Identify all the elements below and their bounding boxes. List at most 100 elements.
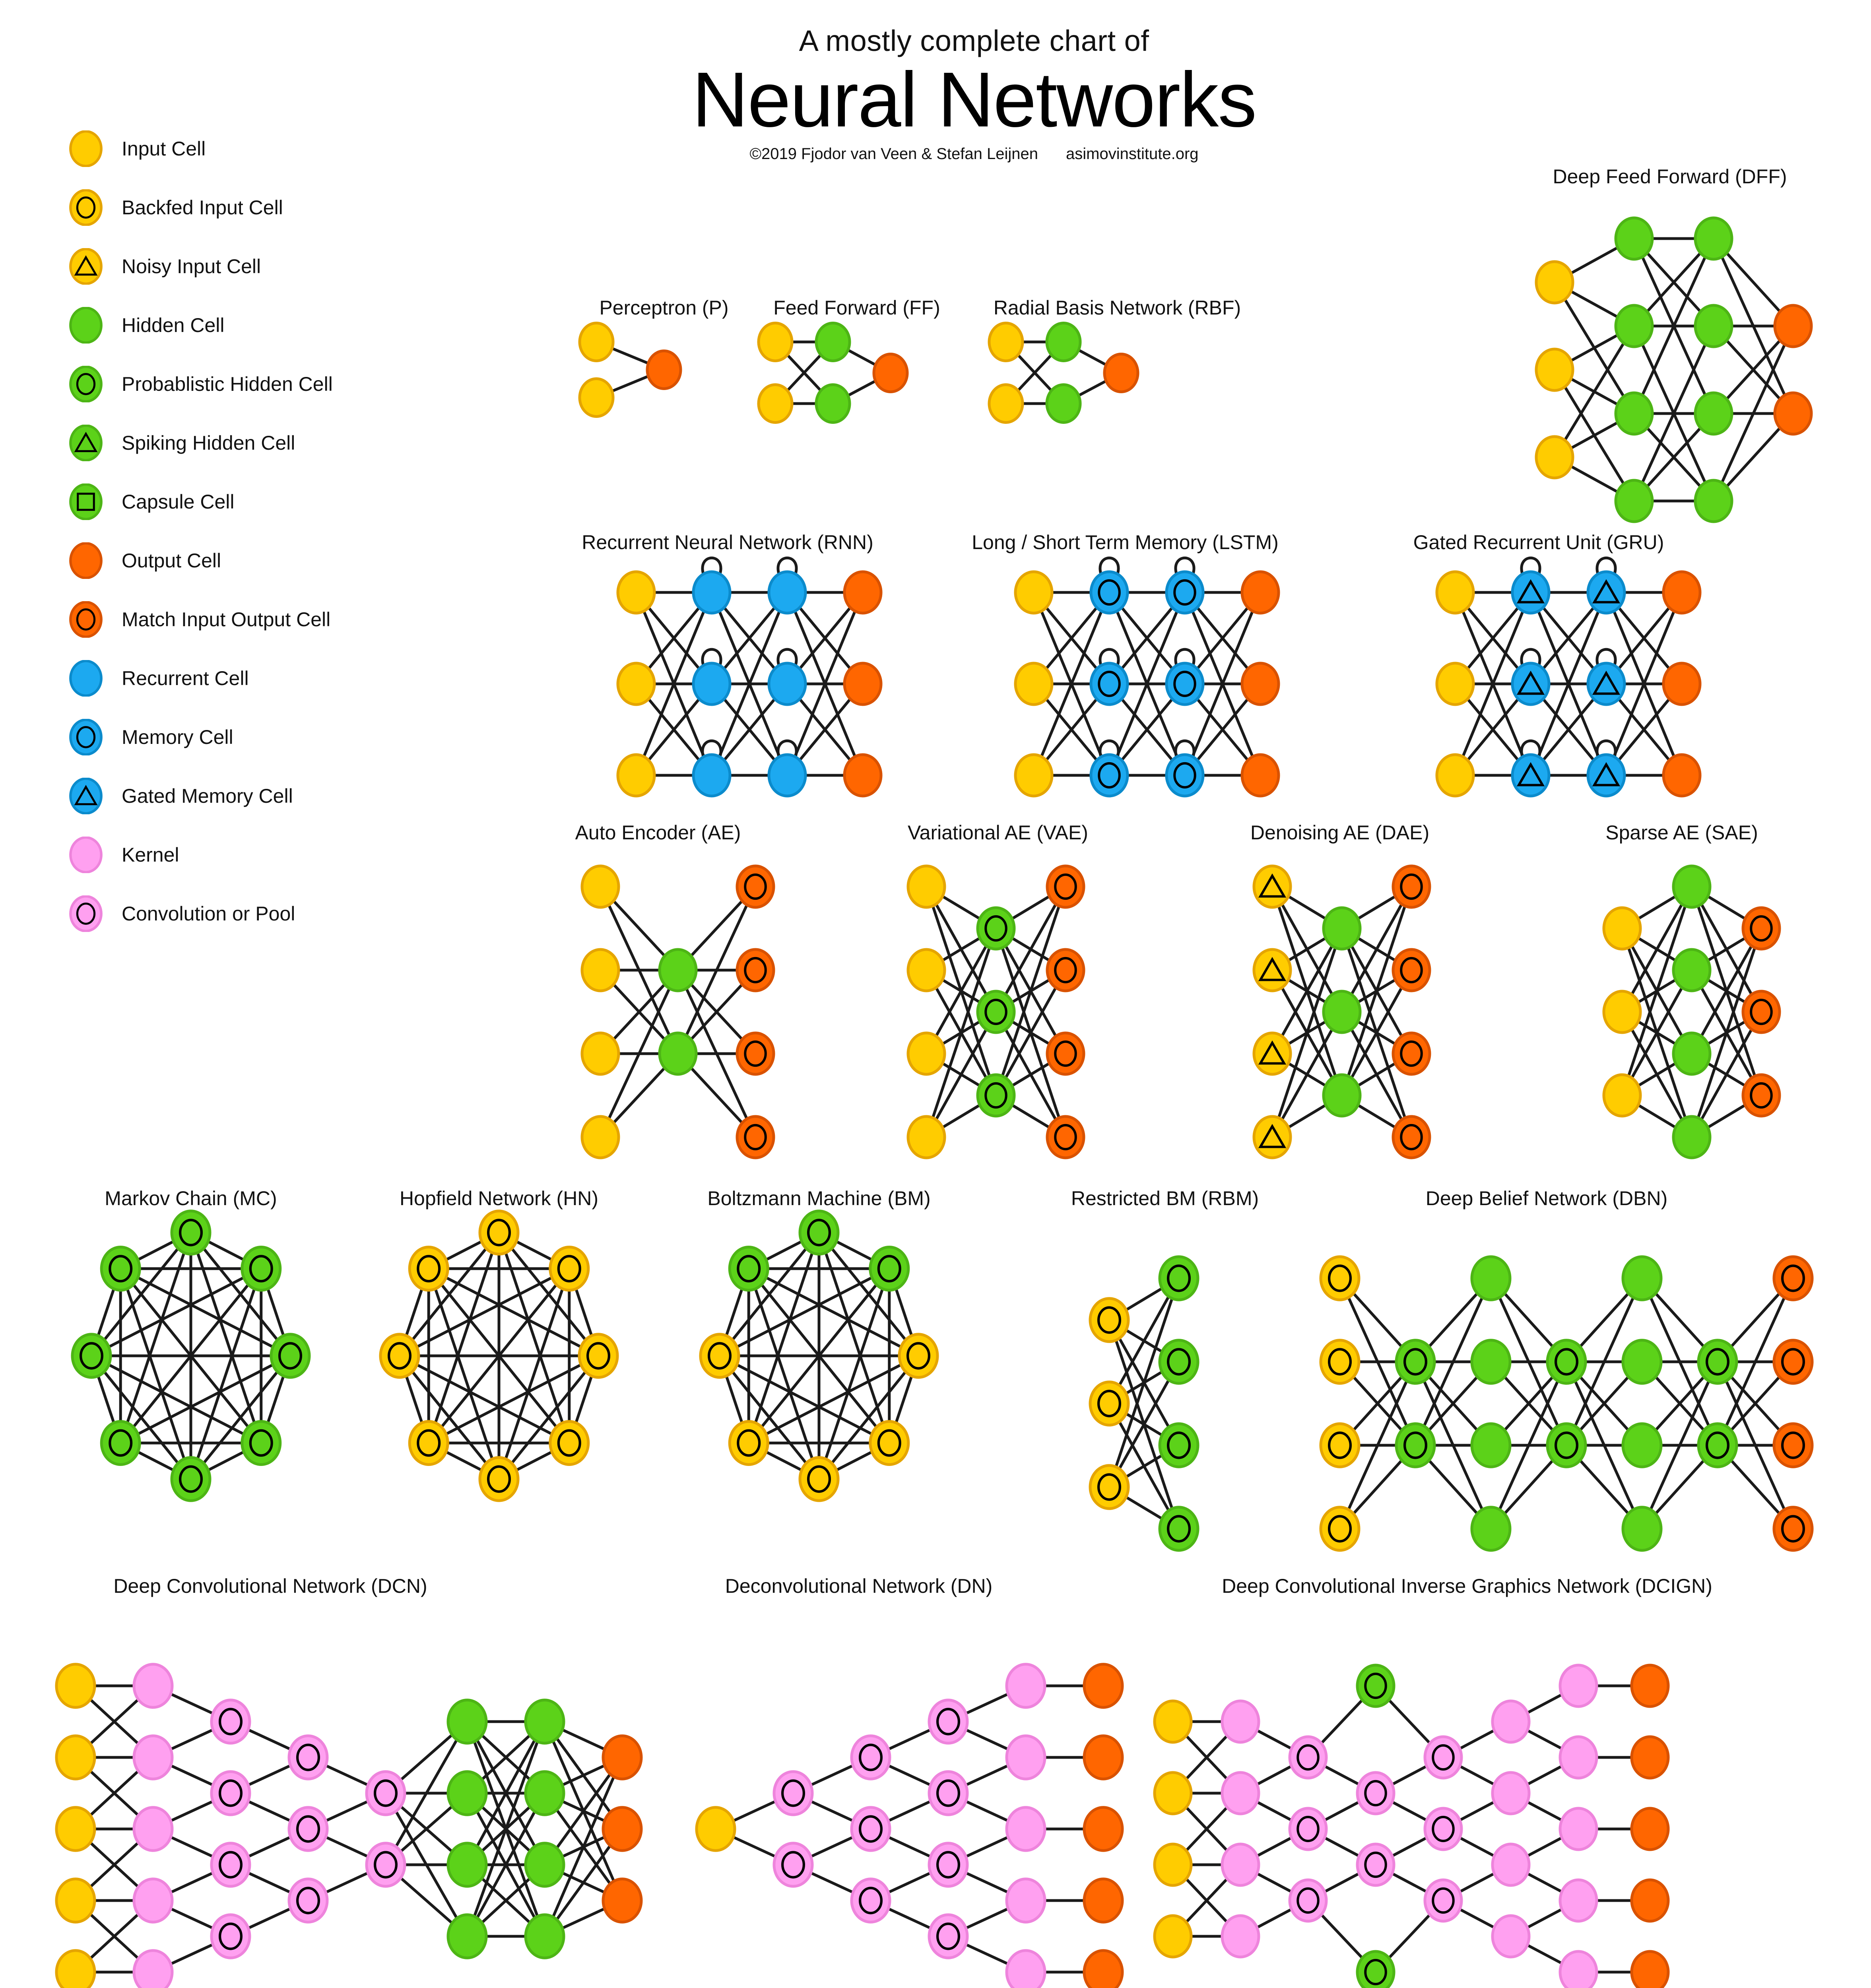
recurrent-cell-5 xyxy=(1089,753,1129,798)
kernel-cell-9 xyxy=(1288,1807,1328,1851)
hidden-cell-16 xyxy=(1697,1339,1738,1385)
hidden-cell-15 xyxy=(1621,1506,1663,1552)
input-cell-3 xyxy=(869,1420,910,1466)
input-cell-2 xyxy=(1014,753,1054,798)
input-cell-1 xyxy=(616,662,656,706)
input-cell-0 xyxy=(1153,1699,1193,1744)
network-title-variational-ae: Variational AE (VAE) xyxy=(908,821,1088,844)
kernel-cell-2 xyxy=(772,1842,814,1888)
kernel-cell-16 xyxy=(287,1877,329,1924)
kernel-cell-13 xyxy=(210,1913,251,1959)
hidden-cell-icon xyxy=(68,307,104,344)
recurrent-cell-5 xyxy=(1511,753,1551,798)
convolution-or-pool-icon-shape xyxy=(69,895,103,932)
kernel-cell-7 xyxy=(1221,1914,1260,1959)
kernel-cell-12 xyxy=(1356,1771,1395,1815)
input-cell-2 xyxy=(1153,1842,1193,1887)
kernel-cell-1 xyxy=(772,1770,814,1816)
noisy-input-cell-icon xyxy=(68,248,104,285)
input-cell-1 xyxy=(906,948,946,992)
input-cell-0 xyxy=(757,322,794,362)
page-title: Neural Networks xyxy=(692,56,1257,143)
recurrent-cell-3 xyxy=(1089,570,1129,615)
input-cell-3 xyxy=(580,1115,620,1159)
kernel-cell-12 xyxy=(1005,1806,1046,1852)
output-cell-30 xyxy=(1630,1878,1670,1923)
hidden-cell-14 xyxy=(1621,1422,1663,1468)
legend-item-gated-memory-cell: Gated Memory Cell xyxy=(68,767,505,825)
kernel-cell-18 xyxy=(365,1842,406,1888)
input-cell-2 xyxy=(55,1806,96,1852)
gated-memory-cell-icon xyxy=(68,777,104,815)
output-cell-15 xyxy=(1083,1663,1124,1709)
network-long-short-term-memory xyxy=(1014,556,1280,798)
hidden-cell-9 xyxy=(1470,1506,1512,1552)
kernel-cell-15 xyxy=(1423,1735,1463,1780)
network-title-long-short-term-memory: Long / Short Term Memory (LSTM) xyxy=(972,531,1279,553)
legend-item-recurrent-cell: Recurrent Cell xyxy=(68,649,505,708)
input-cell-2 xyxy=(616,753,656,798)
network-title-boltzmann-machine: Boltzmann Machine (BM) xyxy=(707,1187,931,1209)
website-link[interactable]: asimovinstitute.org xyxy=(1066,145,1199,163)
kernel-cell-8 xyxy=(132,1877,174,1924)
network-perceptron xyxy=(578,322,682,418)
edges xyxy=(599,885,757,1139)
legend-label: Hidden Cell xyxy=(122,314,225,336)
output-cell-28 xyxy=(602,1806,643,1852)
legend-item-spiking-hidden-cell: Spiking Hidden Cell xyxy=(68,414,505,472)
hidden-cell-5 xyxy=(1672,1031,1712,1076)
input-cell-6 xyxy=(699,1333,740,1379)
hidden-cell-6 xyxy=(1158,1506,1199,1552)
hidden-cell-6 xyxy=(976,1073,1016,1118)
kernel-cell-24 xyxy=(1559,1807,1598,1851)
output-cell-9 xyxy=(1392,1031,1431,1076)
hidden-cell-8 xyxy=(1694,304,1733,348)
network-title-perceptron: Perceptron (P) xyxy=(599,297,729,319)
recurrent-cell-6 xyxy=(1165,570,1205,615)
hidden-cell-10 xyxy=(1694,479,1733,523)
network-radial-basis-network xyxy=(988,322,1139,424)
kernel-cell-23 xyxy=(1559,1735,1598,1780)
recurrent-cell-8 xyxy=(767,753,807,798)
output-cell-18 xyxy=(1083,1877,1124,1924)
convolution-or-pool-icon xyxy=(68,895,104,932)
legend-label: Input Cell xyxy=(122,138,206,160)
output-cell-7 xyxy=(736,948,775,992)
input-cell-1 xyxy=(1319,1339,1361,1385)
input-cell-3 xyxy=(1153,1914,1193,1959)
network-deep-belief-network xyxy=(1319,1255,1814,1552)
gated-memory-cell-icon-shape xyxy=(69,777,103,815)
legend-item-backfed-input-cell: Backfed Input Cell xyxy=(68,178,505,237)
output-cell-27 xyxy=(602,1734,643,1780)
hidden-cell-4 xyxy=(658,948,698,992)
output-cell-19 xyxy=(1083,1949,1124,1988)
kernel-cell-4 xyxy=(850,1806,891,1852)
hidden-cell-2 xyxy=(1045,322,1082,362)
memory-cell-icon-shape xyxy=(69,718,103,756)
output-cell-19 xyxy=(1772,1339,1814,1385)
hidden-cell-11 xyxy=(1546,1422,1587,1468)
input-cell-4 xyxy=(55,1949,96,1988)
input-cell-0 xyxy=(1089,1297,1130,1343)
legend-item-kernel: Kernel xyxy=(68,825,505,884)
recurrent-cell-8 xyxy=(1165,753,1205,798)
kernel-cell-26 xyxy=(1559,1950,1598,1988)
output-cell-11 xyxy=(1662,753,1702,798)
kernel-cell-14 xyxy=(1005,1949,1046,1988)
match-input-output-cell-icon xyxy=(68,601,104,638)
recurrent-cell-4 xyxy=(692,662,732,706)
output-cell-10 xyxy=(1662,662,1702,706)
output-cell-8 xyxy=(1046,948,1085,992)
kernel-cell-17 xyxy=(365,1770,406,1816)
output-cell-icon-shape xyxy=(69,542,103,579)
network-title-gated-recurrent-unit: Gated Recurrent Unit (GRU) xyxy=(1413,531,1664,553)
hidden-cell-13 xyxy=(1621,1339,1663,1385)
network-deconvolutional-network xyxy=(695,1663,1124,1988)
kernel-cell-3 xyxy=(850,1734,891,1780)
input-cell-icon xyxy=(68,130,104,167)
kernel-cell-25 xyxy=(1559,1878,1598,1923)
input-cell-2 xyxy=(1319,1422,1361,1468)
backfed-input-cell-icon-shape xyxy=(69,189,103,226)
legend-item-match-input-output-cell: Match Input Output Cell xyxy=(68,590,505,649)
output-cell-10 xyxy=(1240,662,1280,706)
